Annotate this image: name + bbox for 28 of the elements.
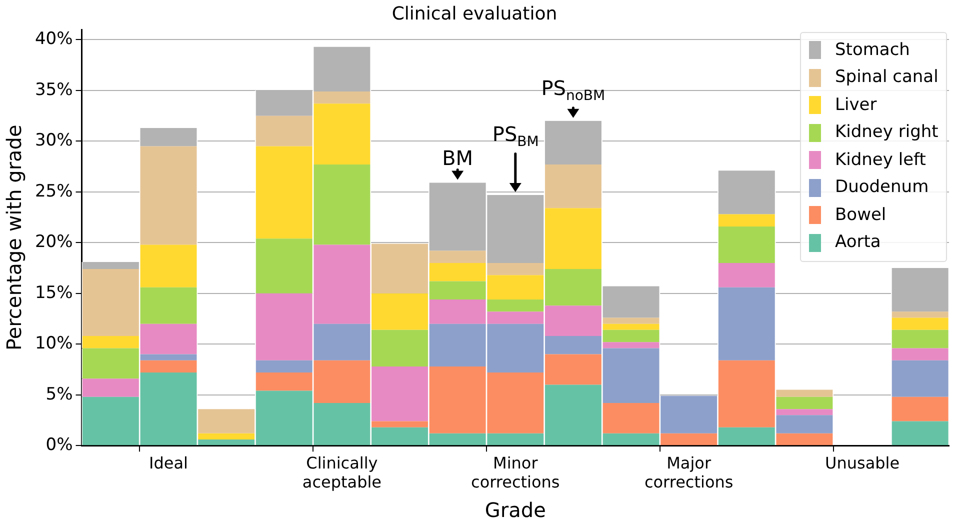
y-tick-label: 0% [46, 435, 73, 456]
legend-label: Kidney right [835, 121, 938, 144]
legend-label: Kidney left [835, 148, 926, 172]
x-tick-label: Unusable [824, 453, 900, 472]
y-tick-label: 40% [34, 29, 73, 50]
y-axis-title: Percentage with grade [2, 124, 26, 351]
annotation: BM [442, 146, 474, 170]
legend-label: Liver [835, 94, 877, 117]
legend-label: Bowel [835, 204, 886, 227]
legend-label: Spinal canal [835, 66, 938, 90]
y-tick-label: 20% [34, 232, 73, 252]
x-axis-title: Grade [484, 498, 546, 522]
legend-label: Aorta [835, 231, 881, 254]
y-tick-label: 10% [34, 334, 73, 354]
annotation: PS$_{BM}$ [492, 122, 539, 152]
legend-label: Stomach [835, 38, 910, 62]
x-tick-label: Major corrections [644, 453, 734, 492]
y-tick-label: 25% [34, 181, 73, 202]
annotation: PS$_{noBM}$ [541, 76, 606, 106]
y-tick-label: 35% [34, 80, 73, 100]
x-tick-label: Minor corrections [471, 453, 560, 492]
legend-label: Duodenum [835, 176, 929, 200]
x-tick-label: Clinically aceptable [302, 453, 382, 492]
y-tick-label: 30% [34, 130, 73, 151]
chart-title: Clinical evaluation [392, 3, 558, 24]
y-tick-label: 15% [34, 282, 73, 303]
y-tick-label: 5% [46, 384, 73, 404]
x-tick-label: Ideal [149, 453, 188, 472]
